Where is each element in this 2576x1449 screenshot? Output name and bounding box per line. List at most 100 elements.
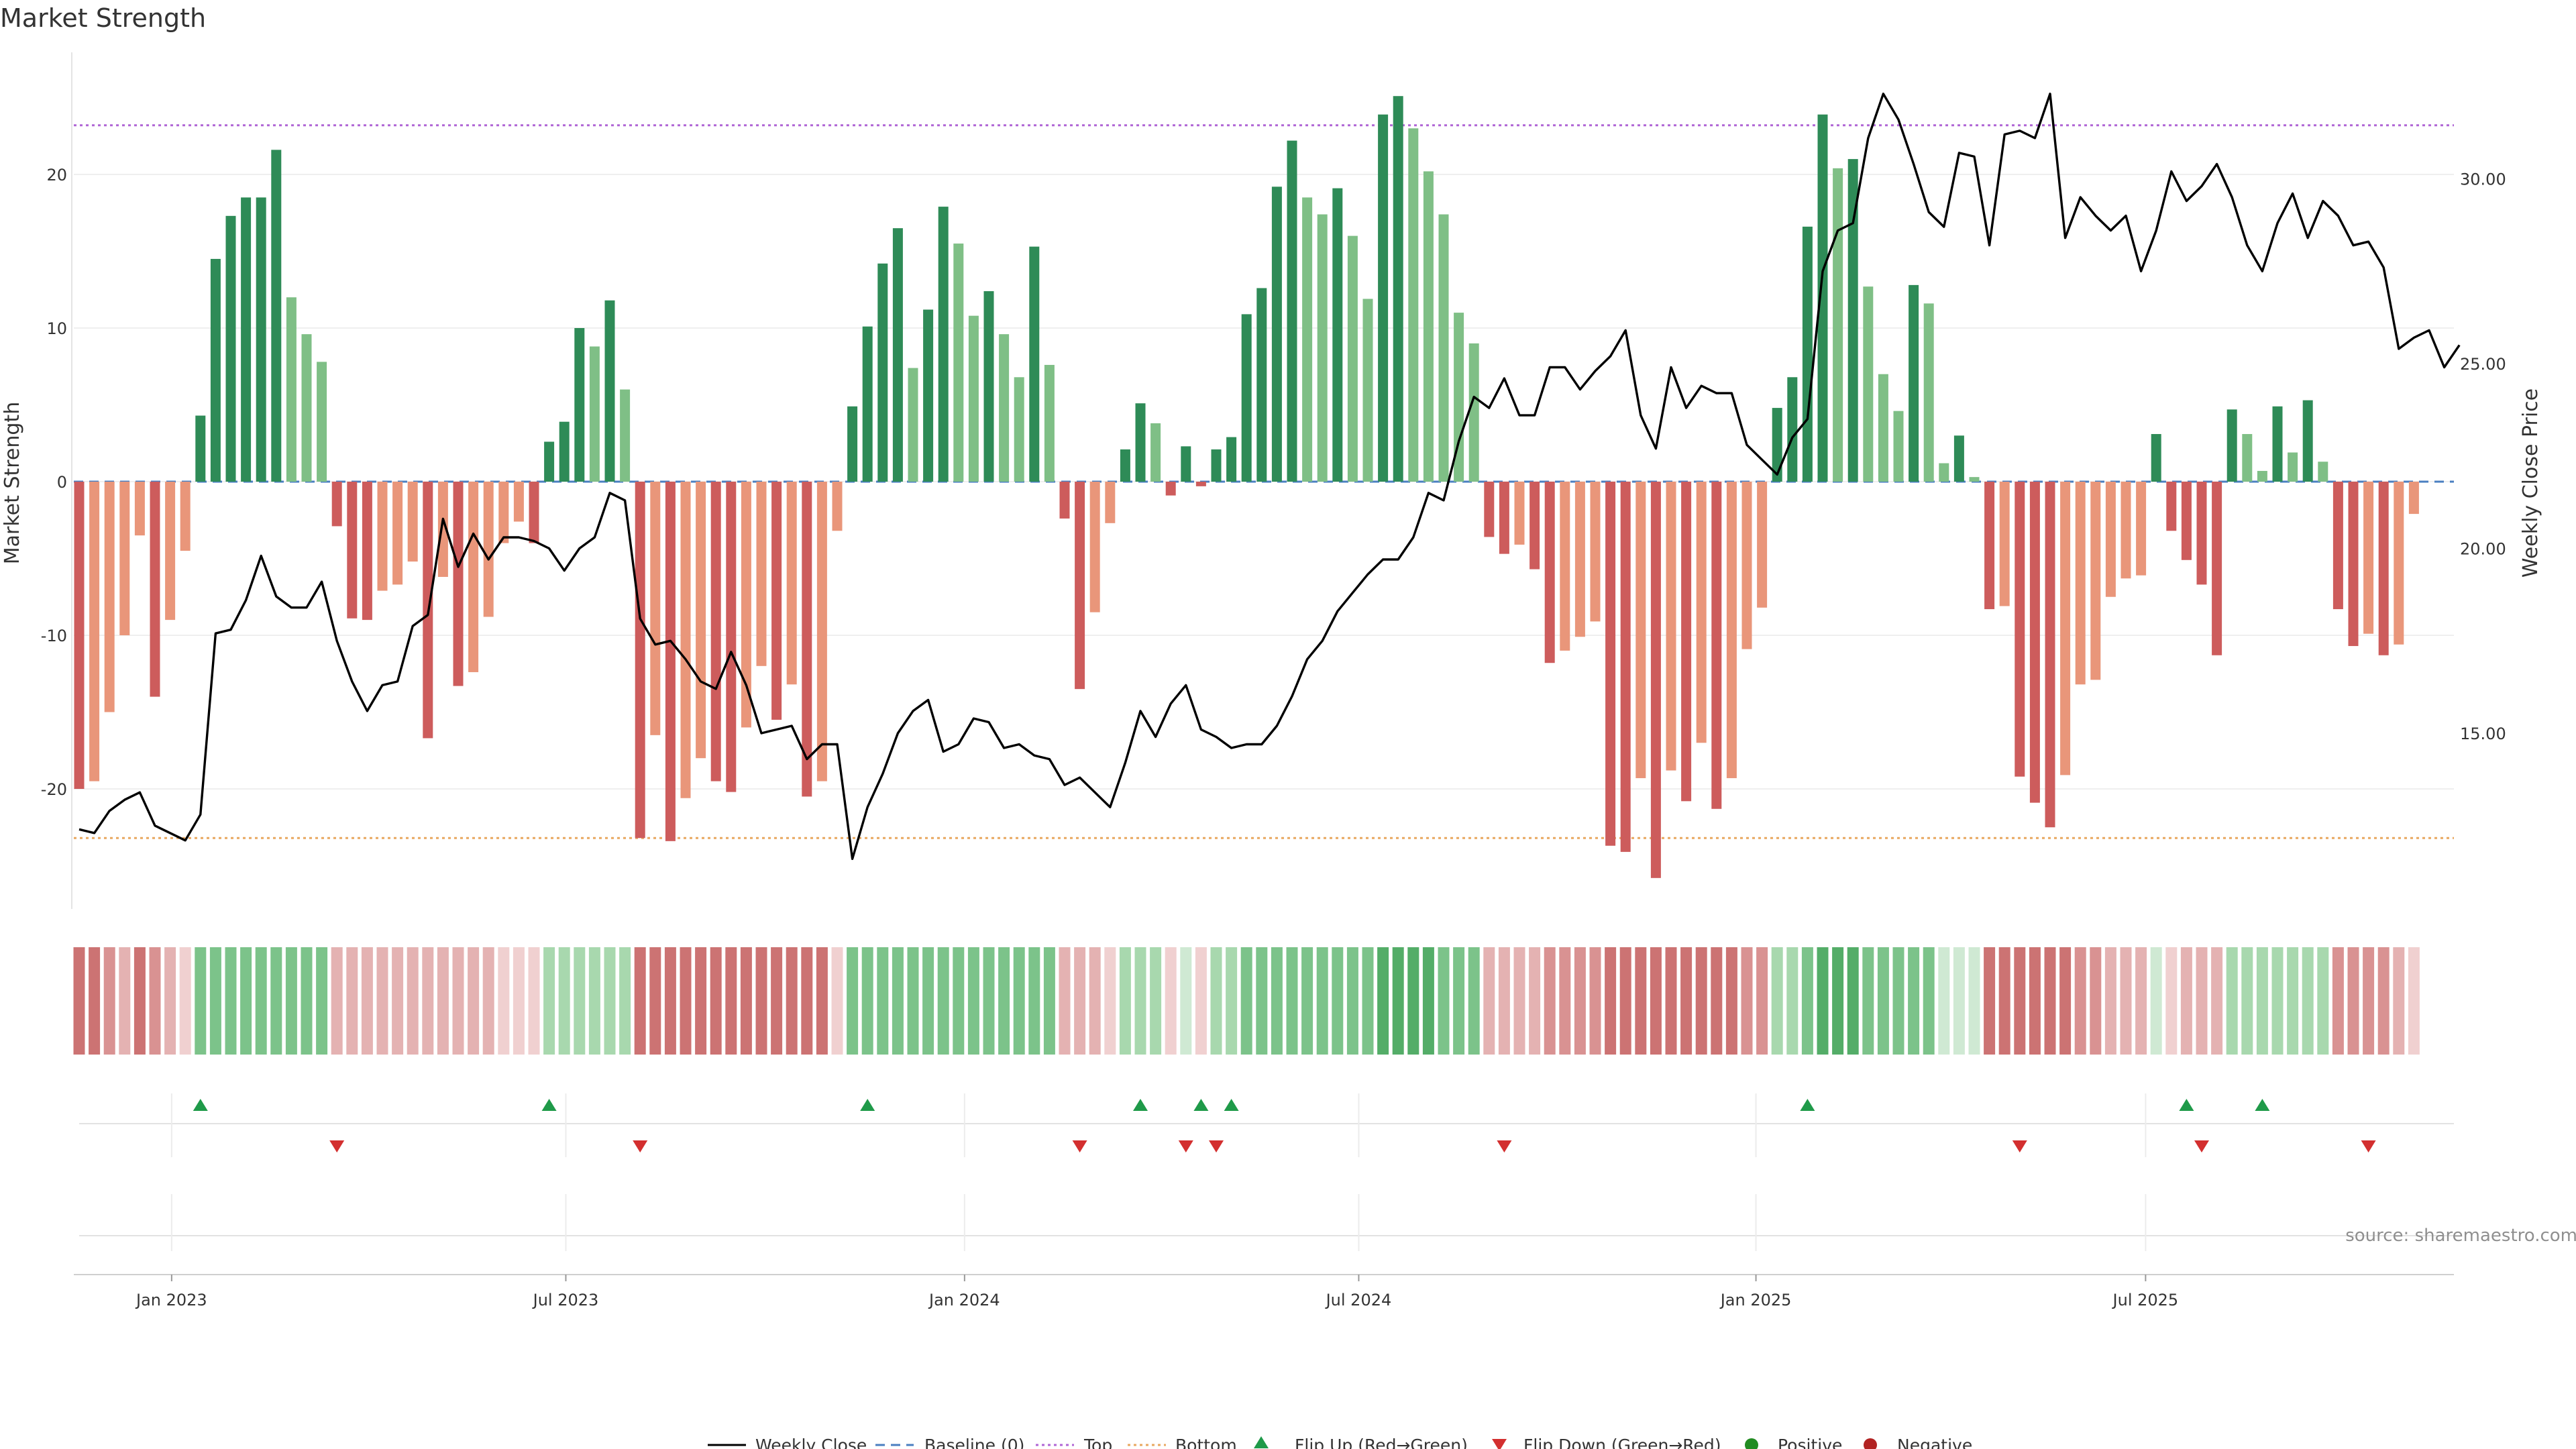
- heat-cell: [2090, 947, 2102, 1055]
- strength-bar: [1302, 197, 1313, 482]
- heat-cell: [680, 947, 692, 1055]
- flip-down-marker: [633, 1140, 648, 1152]
- heat-cell: [558, 947, 570, 1055]
- heat-cell: [1013, 947, 1025, 1055]
- flip-down-marker: [329, 1140, 345, 1152]
- strength-bar: [2302, 400, 2313, 482]
- flip-down-marker: [2361, 1140, 2376, 1152]
- strength-bar: [1241, 314, 1252, 482]
- strength-bar: [680, 482, 691, 798]
- heat-cell: [1498, 947, 1510, 1055]
- heat-cell: [2317, 947, 2329, 1055]
- heat-cell: [710, 947, 722, 1055]
- strength-bar: [650, 482, 661, 735]
- heat-cell: [1862, 947, 1874, 1055]
- strength-bar: [2075, 482, 2086, 685]
- heat-cell: [1877, 947, 1889, 1055]
- strength-bar: [331, 482, 342, 527]
- heat-cell: [528, 947, 540, 1055]
- y-tick-label: -20: [41, 780, 67, 799]
- strength-bar: [1317, 214, 1328, 482]
- strength-bar: [2332, 482, 2343, 610]
- strength-bar: [407, 482, 418, 562]
- strength-bar: [286, 297, 297, 482]
- heat-cell: [133, 947, 146, 1055]
- x-axis: Jan 2023 Jul 2023 Jan 2024 Jul 2024 Jan 2025…: [135, 1275, 2178, 1309]
- heat-cell: [1923, 947, 1935, 1055]
- strength-bar: [1605, 482, 1616, 846]
- strength-bar: [2029, 482, 2040, 803]
- heat-cell: [877, 947, 889, 1055]
- heat-cell: [1756, 947, 1768, 1055]
- heat-cell: [1589, 947, 1601, 1055]
- x-tick-label: Jul 2025: [2112, 1291, 2179, 1309]
- heat-cell: [1468, 947, 1480, 1055]
- heat-cell: [2393, 947, 2405, 1055]
- strength-bar: [180, 482, 191, 551]
- flip-up-marker: [1193, 1099, 1209, 1111]
- heat-cell: [619, 947, 631, 1055]
- strength-bar: [1923, 303, 1934, 482]
- strength-bar: [317, 362, 327, 482]
- strength-bar: [1726, 482, 1737, 778]
- strength-bar: [2257, 470, 2267, 482]
- strength-bar: [574, 328, 585, 482]
- strength-bar: [483, 482, 494, 617]
- strength-bar: [301, 334, 312, 482]
- strength-bar: [1378, 114, 1389, 482]
- heat-cell: [1392, 947, 1404, 1055]
- strength-bar: [1014, 377, 1024, 482]
- strength-bar: [2166, 482, 2177, 531]
- strength-bar: [210, 258, 221, 482]
- flip-down-marker: [1072, 1140, 1087, 1152]
- strength-bar: [1362, 299, 1373, 482]
- heat-cell: [2135, 947, 2147, 1055]
- heat-cell: [588, 947, 600, 1055]
- heat-cell: [2408, 947, 2420, 1055]
- strength-bar: [437, 482, 448, 577]
- heat-cell: [2287, 947, 2299, 1055]
- legend-flip-down-icon: [1492, 1439, 1507, 1449]
- heat-cell: [361, 947, 373, 1055]
- heat-cell: [1605, 947, 1617, 1055]
- heat-cell: [649, 947, 661, 1055]
- heat-cell: [2029, 947, 2041, 1055]
- flip-down-marker: [1497, 1140, 1512, 1152]
- strength-bar: [589, 346, 600, 482]
- strength-bar: [1195, 482, 1206, 486]
- flip-up-marker: [2179, 1099, 2194, 1111]
- heat-cell: [2104, 947, 2116, 1055]
- flip-up-marker: [541, 1099, 557, 1111]
- strength-bar: [1590, 482, 1601, 622]
- strength-bars: [74, 96, 2419, 878]
- strength-bar: [1772, 408, 1782, 482]
- strength-bar: [256, 197, 266, 482]
- strength-bar: [1454, 313, 1464, 482]
- heat-cell: [331, 947, 343, 1055]
- heat-cell: [1817, 947, 1829, 1055]
- heat-cell: [1892, 947, 1904, 1055]
- strength-bar: [2288, 452, 2298, 482]
- heat-cell: [1984, 947, 1996, 1055]
- strength-bar: [696, 482, 706, 759]
- strength-bar: [665, 482, 676, 841]
- strength-bar: [1256, 288, 1267, 482]
- heat-cell: [422, 947, 434, 1055]
- strength-bar: [89, 482, 100, 782]
- y-tick-label: 20: [46, 166, 67, 184]
- strength-bar: [1666, 482, 1676, 771]
- heat-cell: [2150, 947, 2162, 1055]
- strength-bar: [529, 482, 539, 543]
- strength-bar: [1029, 246, 1040, 482]
- heat-cell: [1483, 947, 1495, 1055]
- strength-bar: [347, 482, 358, 619]
- heat-cell: [482, 947, 494, 1055]
- heat-cell: [998, 947, 1010, 1055]
- heat-cell: [1665, 947, 1677, 1055]
- strength-bar: [786, 482, 797, 685]
- strength-bar: [2408, 482, 2419, 515]
- flip-up-marker: [193, 1099, 208, 1111]
- heat-cell: [179, 947, 191, 1055]
- y2-tick-label: 20.00: [2460, 540, 2506, 559]
- flip-up-marker: [860, 1099, 875, 1111]
